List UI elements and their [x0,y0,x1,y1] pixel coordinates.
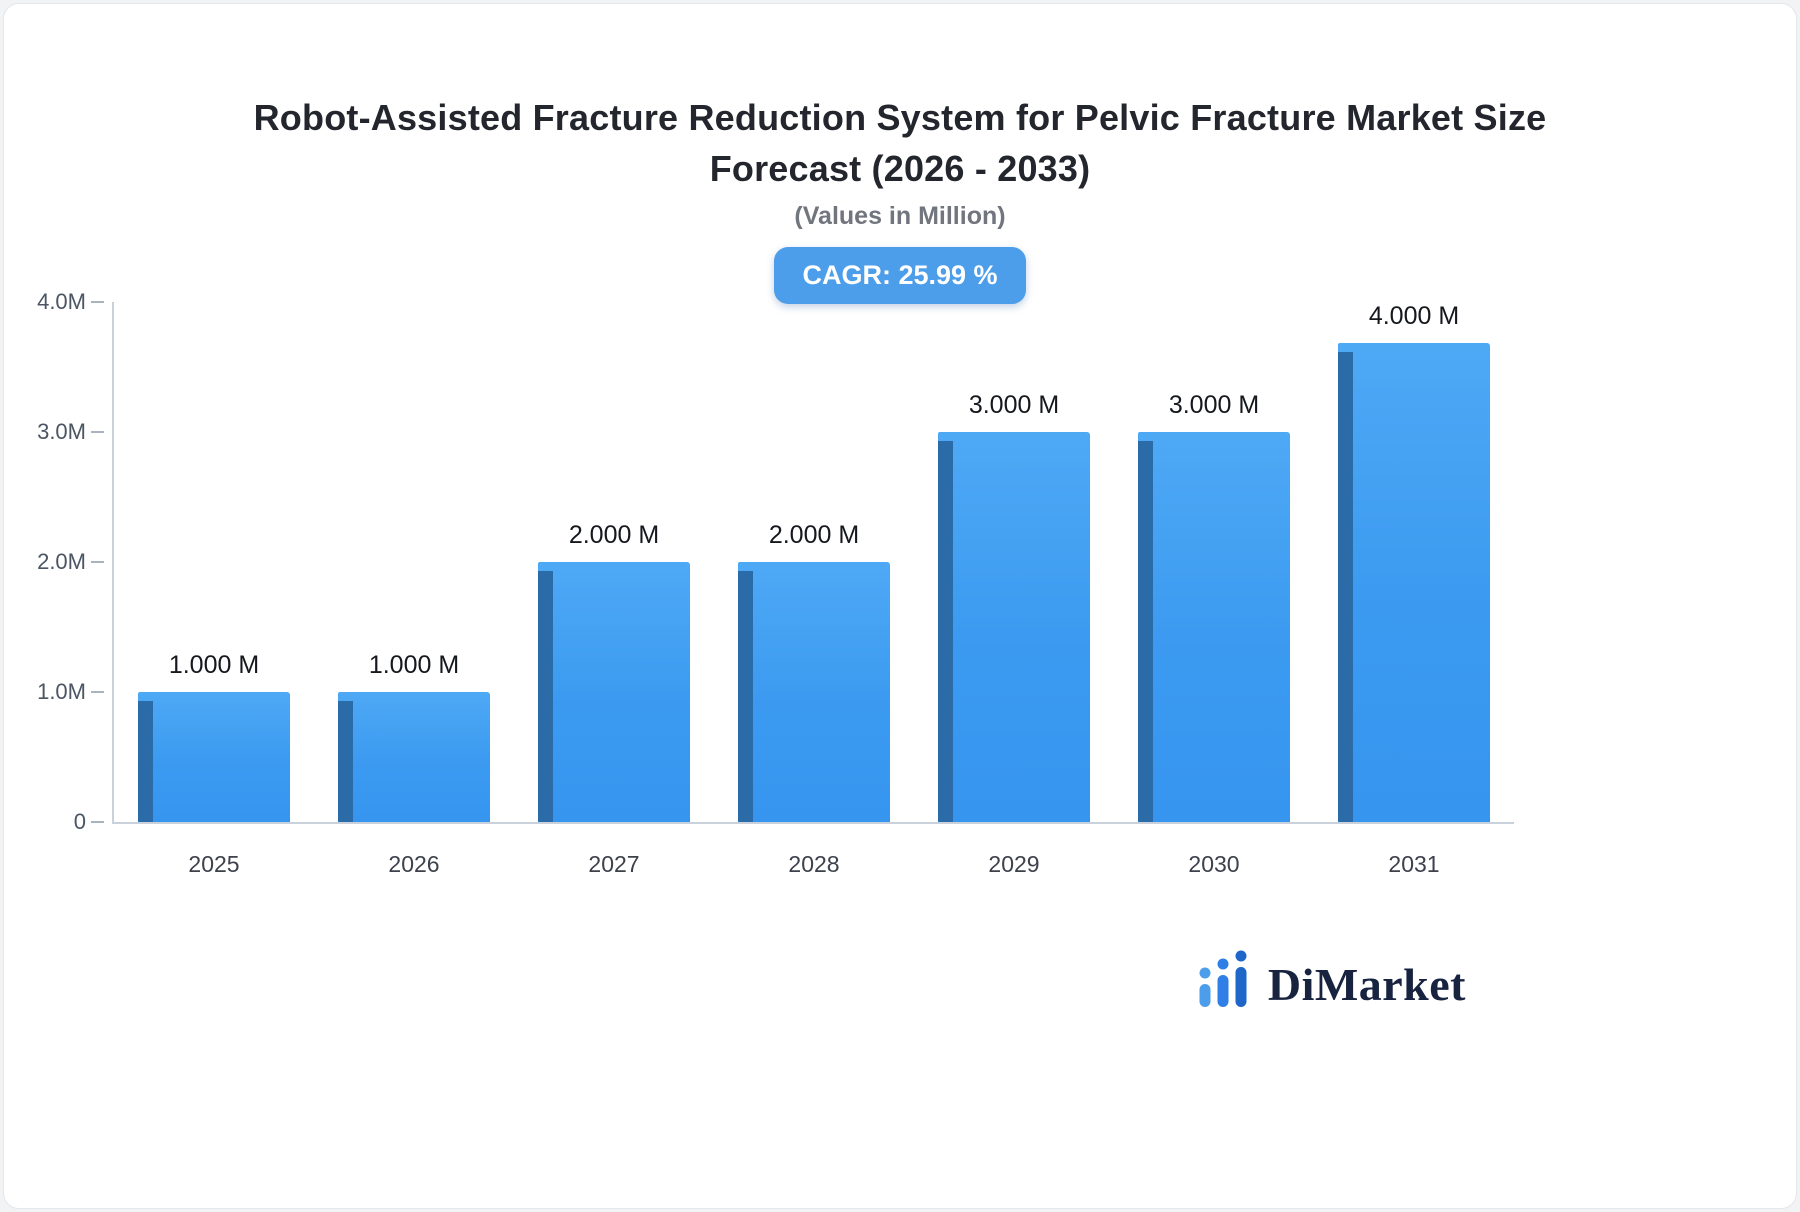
y-tick-mark [91,301,104,303]
bar-2030 [1138,432,1290,822]
bar-value-label: 3.000 M [1168,391,1260,419]
y-tick-mark [91,561,104,563]
y-tick-mark [91,821,104,823]
dimarket-logo-text: DiMarket [1267,959,1466,1010]
bar-2028 [738,562,890,822]
y-axis-label: 0 [73,809,86,834]
y-axis-label: 4.0M [37,289,86,314]
y-tick-mark [91,691,104,693]
bar-slot: 3.000 M 2030 [1114,302,1314,877]
x-axis-label: 2031 [1388,851,1440,877]
x-axis-label: 2027 [588,851,640,877]
bar-2031 [1338,343,1490,822]
bar-slot: 4.000 M 2031 [1314,302,1514,877]
bar-value-label: 2.000 M [768,521,860,549]
bar-2029 [938,432,1090,822]
chart-subtitle: (Values in Million) [794,202,1006,231]
dimarket-logo-icon [1199,950,1247,1007]
x-axis-label: 2025 [188,851,240,877]
bar-slot: 1.000 M 2025 [114,302,314,877]
chart-title-line2: Forecast (2026 - 2033) [709,148,1091,190]
chart-header: Robot-Assisted Fracture Reduction System… [4,4,1796,305]
plot-area: 0 1.0M 2.0M 3.0M 4.0M 1.000 M 2025 1.000 M 2026 2… [37,289,1514,877]
y-tick-mark [91,431,104,433]
y-axis-label: 1.0M [37,679,86,704]
x-axis-label: 2030 [1188,851,1240,877]
x-axis-label: 2029 [988,851,1040,877]
chart-card: Robot-Assisted Fracture Reduction System… [3,3,1797,1209]
bar-slot: 2.000 M 2028 [714,302,914,877]
x-axis-label: 2026 [388,851,440,877]
x-axis-label: 2028 [788,851,840,877]
bar-2026 [338,692,490,822]
bar-value-label: 3.000 M [968,391,1060,419]
cagr-badge-wrap: CAGR: 25.99 % [4,247,1796,305]
chart-title-line1: Robot-Assisted Fracture Reduction System… [253,97,1547,138]
y-axis-label: 2.0M [37,549,86,574]
bar-slot: 1.000 M 2026 [314,302,514,877]
bar-2025 [138,692,290,822]
bar-value-label: 4.000 M [1368,302,1460,330]
dimarket-logo: DiMarket [1198,950,1466,1008]
y-axis-label: 3.0M [37,419,86,444]
bar-2027 [538,562,690,822]
bar-slot: 3.000 M 2029 [914,302,1114,877]
bar-value-label: 1.000 M [368,651,460,679]
bar-slot: 2.000 M 2027 [514,302,714,877]
bar-value-label: 2.000 M [568,521,660,549]
bar-value-label: 1.000 M [168,651,260,679]
cagr-badge: CAGR: 25.99 % [774,247,1026,305]
